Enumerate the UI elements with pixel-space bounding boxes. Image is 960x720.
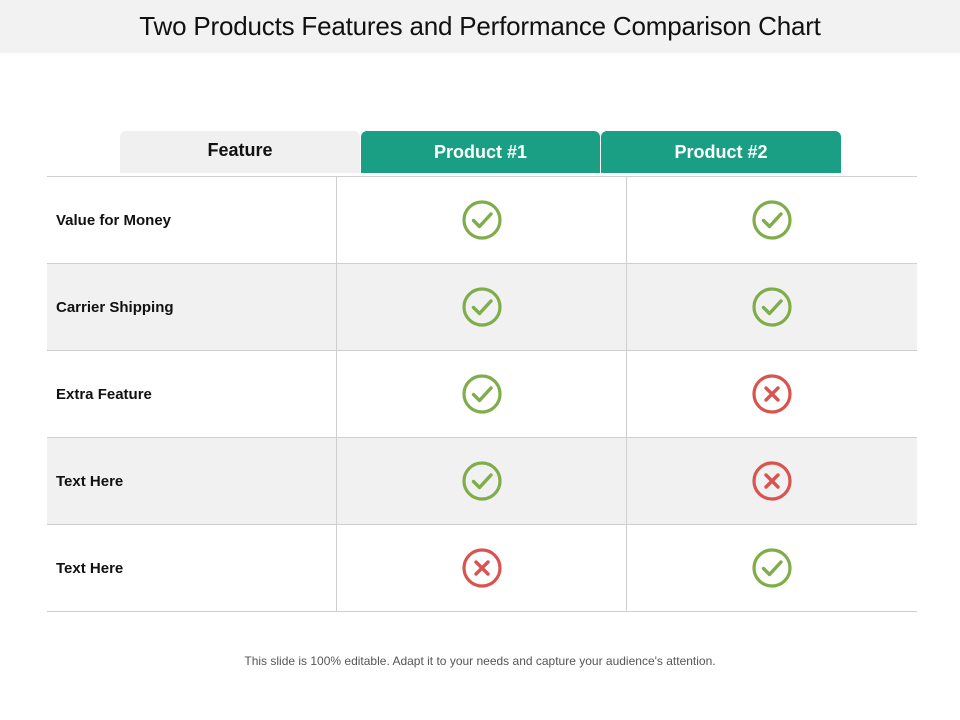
table-row: Extra Feature <box>47 351 917 438</box>
product-1-cell <box>337 525 627 611</box>
check-circle-icon <box>461 374 502 414</box>
feature-label: Extra Feature <box>47 351 337 437</box>
product-2-cell <box>627 177 917 263</box>
table-row: Value for Money <box>47 177 917 264</box>
header-tab-product-2: Product #2 <box>601 131 841 173</box>
check-circle-icon <box>461 461 502 501</box>
product-2-cell <box>627 438 917 524</box>
table-row: Text Here <box>47 525 917 612</box>
check-circle-icon <box>752 287 792 327</box>
x-circle-icon <box>461 548 502 588</box>
header-tab-feature: Feature <box>120 131 360 173</box>
comparison-table: Value for Money Carrier Shipping Extra F… <box>47 176 917 612</box>
product-1-cell <box>337 177 627 263</box>
feature-label: Value for Money <box>47 177 337 263</box>
check-circle-icon <box>461 287 502 327</box>
table-row: Carrier Shipping <box>47 264 917 351</box>
check-circle-icon <box>752 548 792 588</box>
feature-label: Carrier Shipping <box>47 264 337 350</box>
feature-label: Text Here <box>47 525 337 611</box>
x-circle-icon <box>752 374 792 414</box>
product-2-cell <box>627 264 917 350</box>
product-1-cell <box>337 351 627 437</box>
footer-note: This slide is 100% editable. Adapt it to… <box>244 654 716 668</box>
product-2-cell <box>627 525 917 611</box>
check-circle-icon <box>752 200 792 240</box>
product-1-cell <box>337 438 627 524</box>
page-title: Two Products Features and Performance Co… <box>139 11 821 41</box>
check-circle-icon <box>461 200 502 240</box>
table-row: Text Here <box>47 438 917 525</box>
product-2-cell <box>627 351 917 437</box>
x-circle-icon <box>752 461 792 501</box>
header-tab-product-1: Product #1 <box>361 131 600 173</box>
title-bar: Two Products Features and Performance Co… <box>0 0 960 53</box>
product-1-cell <box>337 264 627 350</box>
feature-label: Text Here <box>47 438 337 524</box>
